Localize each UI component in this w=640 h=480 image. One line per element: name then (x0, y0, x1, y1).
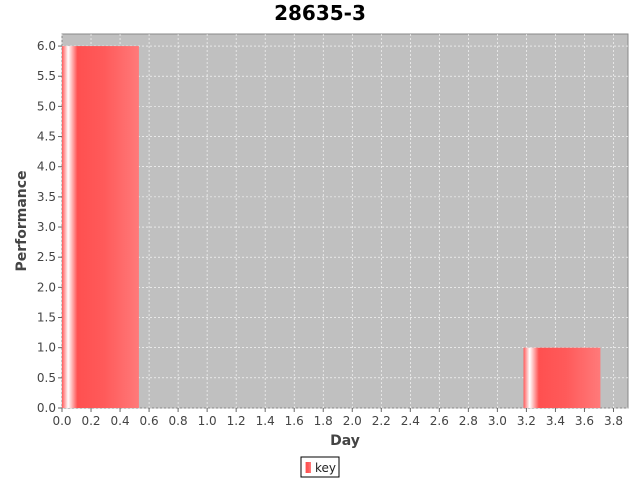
x-tick-label: 3.2 (517, 414, 536, 428)
x-tick-label: 2.0 (343, 414, 362, 428)
bar (523, 347, 601, 408)
x-tick-label: 0.8 (169, 414, 188, 428)
plot-area (61, 33, 629, 409)
bar (62, 46, 139, 409)
y-tick-label: 4.0 (37, 160, 56, 174)
y-tick-label: 3.0 (37, 220, 56, 234)
legend-swatch (305, 462, 311, 473)
x-tick-label: 2.2 (372, 414, 391, 428)
y-tick-label: 0.0 (37, 401, 56, 415)
legend-label: key (315, 461, 336, 475)
y-tick-label: 5.0 (37, 99, 56, 113)
x-tick-label: 1.4 (256, 414, 275, 428)
x-tick-label: 3.0 (488, 414, 507, 428)
x-tick-label: 2.4 (401, 414, 420, 428)
bars (62, 46, 601, 409)
x-tick-label: 1.0 (198, 414, 217, 428)
x-axis-label: Day (330, 433, 360, 449)
y-tick-label: 4.5 (37, 130, 56, 144)
y-tick-label: 2.5 (37, 250, 56, 264)
y-axis-label: Performance (14, 170, 30, 271)
x-tick-label: 3.6 (575, 414, 594, 428)
y-tick-label: 1.5 (37, 311, 56, 325)
chart-title: 28635-3 (274, 1, 366, 25)
x-tick-label: 1.6 (285, 414, 304, 428)
x-tick-label: 0.4 (111, 414, 130, 428)
x-tick-label: 3.8 (604, 414, 623, 428)
y-tick-label: 1.0 (37, 341, 56, 355)
x-tick-label: 0.6 (140, 414, 159, 428)
x-tick-label: 3.4 (546, 414, 565, 428)
x-tick-label: 1.8 (314, 414, 333, 428)
y-tick-label: 6.0 (37, 39, 56, 53)
axes: 0.0 0.2 0.4 0.6 0.8 1.0 1.2 1.4 1.6 1.8 2.0 2.2 2.4 2… (37, 39, 623, 428)
legend: key (300, 456, 340, 478)
x-tick-label: 1.2 (227, 414, 246, 428)
x-tick-label: 0.2 (81, 414, 100, 428)
x-tick-label: 2.6 (430, 414, 449, 428)
y-tick-label: 5.5 (37, 69, 56, 83)
y-tick-label: 3.5 (37, 190, 56, 204)
y-tick-label: 0.5 (37, 371, 56, 385)
y-tick-label: 2.0 (37, 280, 56, 294)
x-tick-label: 2.8 (459, 414, 478, 428)
x-tick-label: 0.0 (52, 414, 71, 428)
